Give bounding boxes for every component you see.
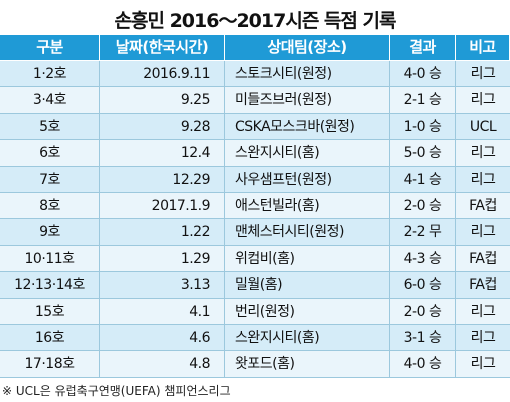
table-cell: 3.13: [100, 272, 225, 299]
table-cell: 4.8: [100, 351, 225, 378]
table-cell: 애스턴빌라(홈): [225, 193, 390, 220]
table-cell: 스토크시티(원정): [225, 61, 390, 88]
table-cell: 6-0 승: [390, 272, 456, 299]
table-row: [0, 113, 510, 141]
table-cell: 1·2호: [0, 61, 100, 88]
table-cell: UCL: [469, 118, 497, 135]
table-cell: 왓포드(홈): [225, 351, 390, 378]
table-cell: 스완지시티(홈): [225, 140, 390, 167]
table-cell: 12·13·14호: [0, 272, 100, 299]
table-cell: 1-0 승: [390, 113, 456, 141]
table-cell: 15호: [0, 298, 100, 325]
table-row: [0, 166, 510, 193]
table-cell: 맨체스터시티(원정): [225, 219, 390, 246]
table-cell: 밀월(홈): [225, 272, 390, 299]
table-cell: 2-1 승: [390, 87, 456, 114]
table-cell: FA컵: [469, 277, 497, 294]
table-cell: 사우샘프턴(원정): [225, 166, 390, 193]
header-cell: 결과: [390, 35, 456, 60]
table-cell: 17·18호: [0, 351, 100, 378]
header-row: [0, 35, 510, 60]
table-row: [0, 61, 510, 88]
table-cell: 스완지시티(홈): [225, 325, 390, 352]
table-cell: 6호: [0, 140, 100, 167]
table-cell: 7호: [0, 166, 100, 193]
table-cell: 5호: [0, 113, 100, 141]
table-cell: 2-0 승: [390, 193, 456, 220]
table-cell: 리그: [470, 145, 496, 162]
table-cell: 리그: [470, 66, 496, 82]
table-cell: 4.1: [100, 298, 225, 325]
table-cell: 12.29: [100, 166, 225, 193]
table-cell: 리그: [470, 330, 496, 346]
table-cell: 위컴비(홈): [225, 245, 390, 273]
table-cell: 4.6: [100, 325, 225, 352]
table-cell: 리그: [470, 303, 496, 320]
table-cell: CSKA모스크바(원정): [225, 113, 390, 141]
header-cell: 상대팀(장소): [225, 35, 390, 60]
footnote: ※ UCL은 유럽축구연맹(UEFA) 챔피언스리그: [2, 384, 231, 398]
table-row: [0, 87, 510, 114]
table-row: [0, 351, 510, 378]
table-row: [0, 245, 510, 273]
table-cell: FA컵: [469, 250, 497, 267]
table-cell: 9호: [0, 219, 100, 246]
table-cell: 3-1 승: [390, 325, 456, 352]
table-row: [0, 140, 510, 167]
table-cell: 3·4호: [0, 87, 100, 114]
table-cell: 4-1 승: [390, 166, 456, 193]
table-cell: 8호: [0, 193, 100, 220]
table-cell: 미들즈브러(원정): [225, 87, 390, 114]
table-cell: 12.4: [100, 140, 225, 167]
table-cell: 4-0 승: [390, 351, 456, 378]
table-cell: 리그: [470, 356, 496, 373]
table-cell: 5-0 승: [390, 140, 456, 167]
table-cell: 번리(원정): [225, 298, 390, 325]
table-cell: 리그: [470, 171, 496, 188]
table-cell: FA컵: [469, 198, 497, 214]
table-row: [0, 193, 510, 220]
title: 손흥민 2016～2017시즌 득점 기록: [114, 10, 397, 32]
table-cell: 1.29: [100, 245, 225, 273]
header-cell: 날짜(한국시간): [100, 35, 225, 60]
table-cell: 16호: [0, 325, 100, 352]
table-cell: 리그: [470, 224, 496, 241]
table-cell: 4-0 승: [390, 61, 456, 88]
table-cell: 1.22: [100, 219, 225, 246]
table-cell: 리그: [470, 92, 496, 109]
table-row: [0, 219, 510, 246]
table-row: [0, 298, 510, 325]
table-row: [0, 325, 510, 352]
table-cell: 9.25: [100, 87, 225, 114]
table-row: [0, 272, 510, 299]
table-cell: 4-3 승: [390, 245, 456, 273]
table-cell: 2017.1.9: [100, 193, 225, 220]
table-cell: 2-2 무: [390, 219, 456, 246]
table-cell: 2016.9.11: [100, 61, 225, 88]
table-cell: 2-0 승: [390, 298, 456, 325]
table-cell: 9.28: [100, 113, 225, 141]
header-cell: 구분: [0, 35, 100, 60]
table-cell: 10·11호: [0, 245, 100, 273]
header-cell: 비고: [456, 35, 510, 60]
